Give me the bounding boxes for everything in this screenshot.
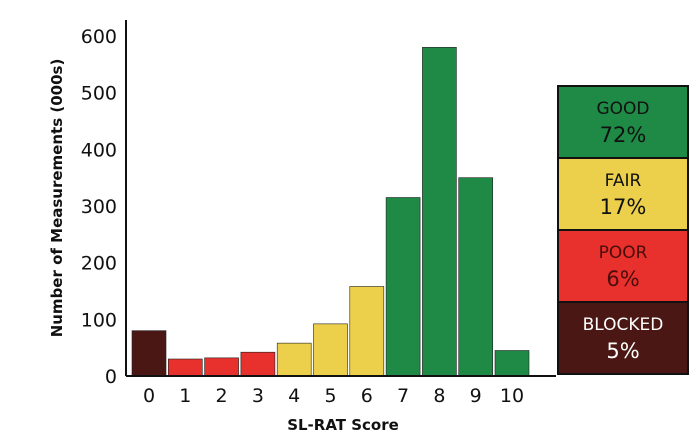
bar-score-5 <box>313 323 348 377</box>
legend-item-blocked: BLOCKED 5% <box>557 301 689 375</box>
bar-score-0 <box>131 330 167 377</box>
legend-label: POOR <box>599 243 648 263</box>
x-tick-label: 7 <box>397 385 409 407</box>
legend-percent: 17% <box>600 195 647 219</box>
y-tick-label: 400 <box>81 139 117 161</box>
legend-swatch <box>557 301 689 375</box>
bar-score-3 <box>240 351 276 377</box>
bar-score-10 <box>494 350 530 377</box>
y-tick-label: 500 <box>81 83 117 105</box>
y-tick-label: 600 <box>81 26 117 48</box>
legend: GOOD 72% FAIR 17% POOR 6% BLOCKED 5% <box>557 85 689 375</box>
x-tick-label: 1 <box>179 385 191 407</box>
legend-label: GOOD <box>596 99 649 119</box>
x-tick-labels: 0 1 2 3 4 5 6 7 8 9 10 <box>143 385 524 407</box>
legend-item-poor: POOR 6% <box>557 229 689 303</box>
x-tick-label: 9 <box>470 385 482 407</box>
bar-score-6 <box>349 286 385 377</box>
legend-percent: 6% <box>606 267 639 291</box>
x-tick-label: 10 <box>500 385 524 407</box>
x-axis-title: SL-RAT Score <box>287 416 399 434</box>
bars-layer <box>131 47 530 377</box>
y-tick-label: 300 <box>81 196 117 218</box>
bar-score-7 <box>385 197 421 377</box>
legend-swatch <box>557 157 689 231</box>
legend-item-good: GOOD 72% <box>557 85 689 159</box>
bar-score-9 <box>458 177 494 377</box>
y-tick-label: 100 <box>81 309 117 331</box>
x-tick-label: 3 <box>252 385 264 407</box>
legend-label: BLOCKED <box>583 315 664 335</box>
bar-score-8 <box>422 47 457 377</box>
legend-percent: 72% <box>600 123 647 147</box>
y-tick-label: 200 <box>81 253 117 275</box>
legend-item-fair: FAIR 17% <box>557 157 689 231</box>
y-tick-labels: 0 100 200 300 400 500 600 <box>81 26 117 388</box>
legend-label: FAIR <box>605 171 642 191</box>
bar-score-1 <box>168 358 203 377</box>
x-tick-label: 0 <box>143 385 155 407</box>
legend-swatch <box>557 85 689 159</box>
x-tick-label: 8 <box>433 385 445 407</box>
bar-score-2 <box>204 357 239 377</box>
legend-swatch <box>557 229 689 303</box>
x-tick-label: 6 <box>361 385 373 407</box>
x-tick-label: 2 <box>216 385 228 407</box>
legend-percent: 5% <box>606 339 639 363</box>
bar-score-4 <box>276 342 312 377</box>
axes-layer <box>125 20 556 377</box>
x-tick-label: 5 <box>324 385 336 407</box>
x-tick-label: 4 <box>288 385 300 407</box>
y-axis-title: Number of Measurements (000s) <box>48 59 66 338</box>
y-tick-label: 0 <box>105 366 117 388</box>
